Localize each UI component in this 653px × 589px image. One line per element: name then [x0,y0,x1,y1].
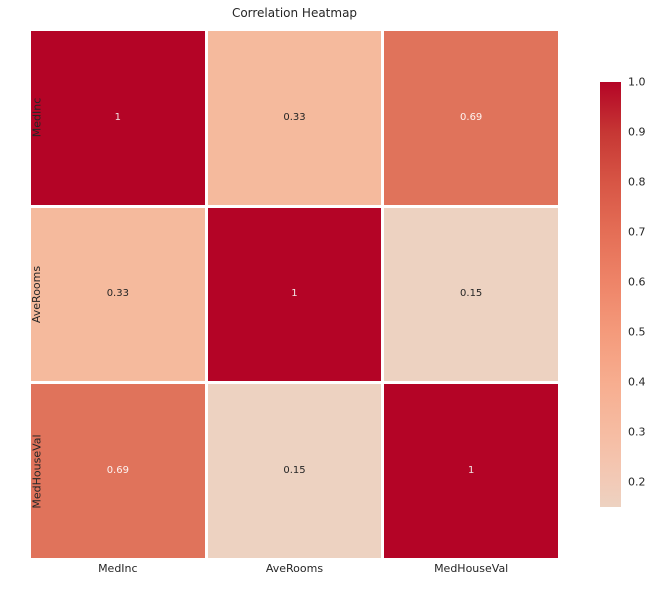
cell-value: 0.69 [460,111,483,123]
colorbar-tick-label: 0.6 [628,275,646,289]
cell-value: 1 [291,288,298,300]
colorbar-tick-label: 0.3 [628,425,646,439]
heatmap-cell-medinc-medinc: 1 [31,31,205,205]
colorbar-tick-label: 0.5 [628,325,646,339]
cell-value: 0.33 [283,111,306,123]
y-tick-averooms: AveRooms [30,265,44,324]
cell-value: 0.69 [106,465,129,477]
x-tick-medhouseval: MedHouseVal [434,562,509,575]
heatmap-cell-medhouseval-averooms: 0.15 [207,384,382,558]
cell-value: 0.15 [460,288,483,300]
colorbar-tick-label: 0.4 [628,375,646,389]
heatmap-cell-averooms-averooms: 1 [207,207,382,382]
x-tick-medinc: MedInc [98,562,138,575]
colorbar-tick-label: 0.8 [628,175,646,189]
y-tick-medhouseval: MedHouseVal [30,434,44,509]
cell-value: 1 [467,465,475,477]
cell-value: 1 [114,111,122,123]
heatmap-grid: 1 0.33 0.69 0.33 1 0.15 0.69 0.15 1 [31,31,558,558]
colorbar-ticks: 1.0 0.9 0.8 0.7 0.6 0.5 0.4 0.3 0.2 [628,76,653,507]
colorbar-gradient [600,82,621,507]
heatmap-cell-medhouseval-medinc: 0.69 [31,384,205,558]
colorbar-tick-label: 0.2 [628,475,646,489]
heatmap-cell-averooms-medinc: 0.33 [31,207,205,382]
heatmap-cell-medhouseval-medhouseval: 1 [384,384,558,558]
x-axis-tick-labels: MedInc AveRooms MedHouseVal [31,562,558,578]
y-tick-medinc: MedInc [30,98,44,138]
cell-value: 0.15 [283,465,306,477]
colorbar-tick-label: 0.7 [628,225,646,239]
heatmap-cell-medinc-medhouseval: 0.69 [384,31,558,205]
colorbar-tick-label: 0.9 [628,125,646,139]
cell-value: 0.33 [106,288,129,300]
chart-title: Correlation Heatmap [231,6,358,20]
y-axis-tick-labels: MedInc AveRooms MedHouseVal [0,31,44,558]
heatmap-cell-medinc-averooms: 0.33 [207,31,382,205]
heatmap-cell-averooms-medhouseval: 0.15 [384,207,558,382]
x-tick-averooms: AveRooms [265,562,324,575]
colorbar-tick-label: 1.0 [628,75,646,89]
